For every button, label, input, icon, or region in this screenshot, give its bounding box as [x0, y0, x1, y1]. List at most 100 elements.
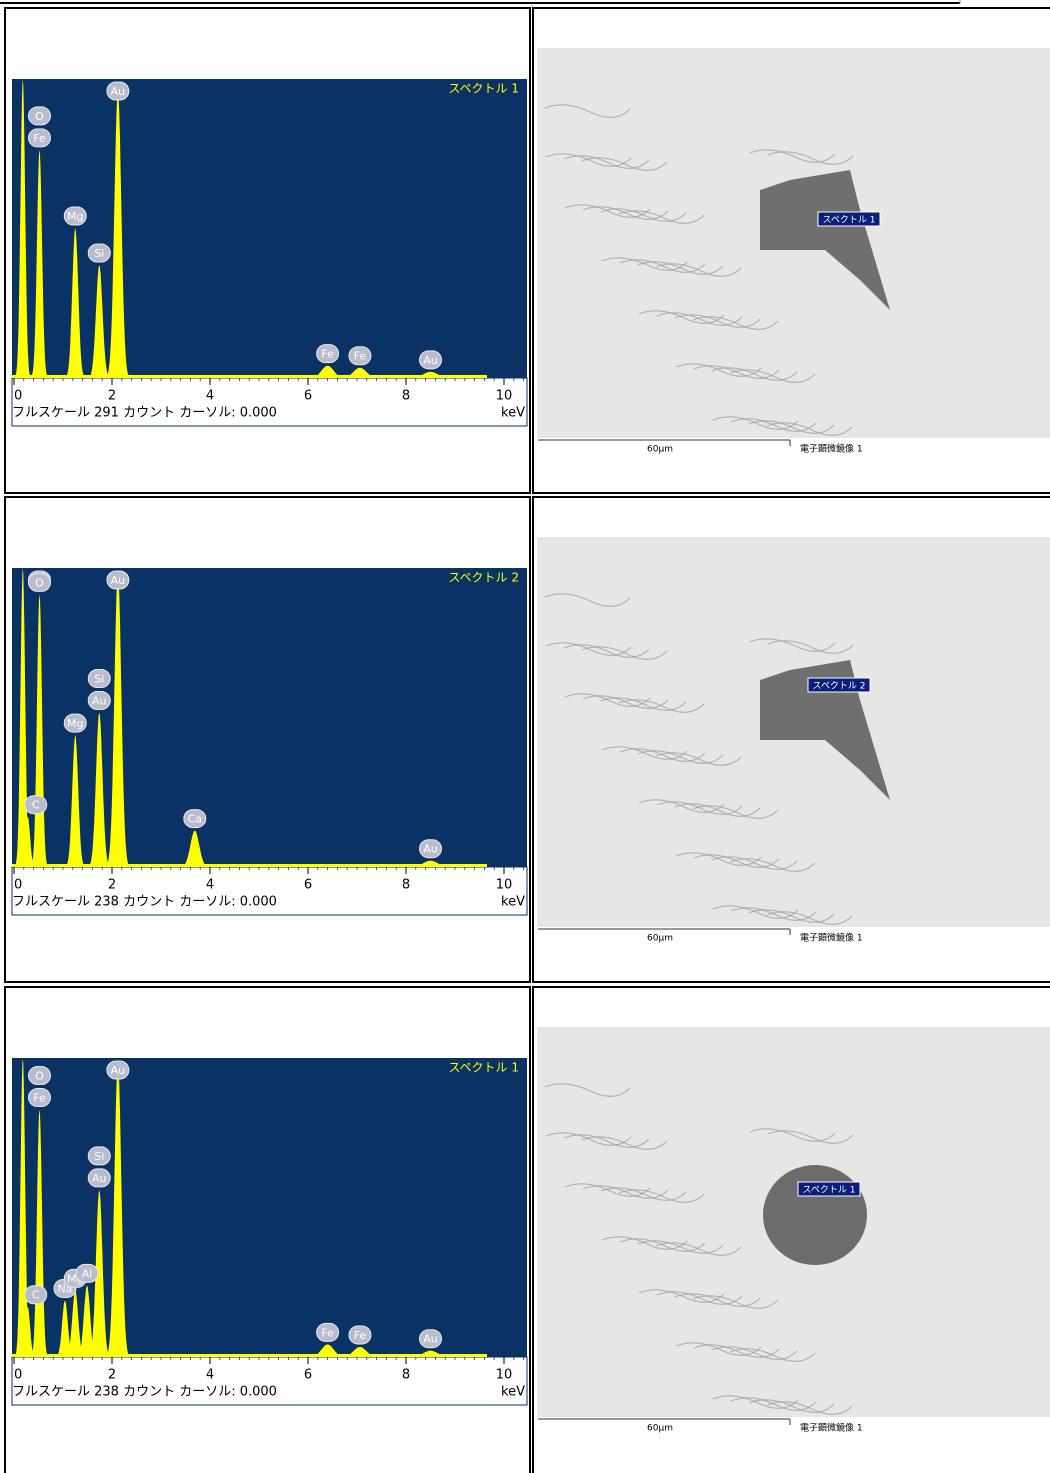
- peak: [53, 1300, 77, 1357]
- peak-label: Au: [92, 1172, 107, 1185]
- peak-label: Au: [423, 1333, 438, 1346]
- image-caption: 電子顕微鏡像 1: [800, 1422, 863, 1434]
- image-cell: [532, 7, 1050, 494]
- spectrum-cell: [4, 986, 531, 1473]
- footer: フルスケール 291 カウント カーソル: 0.000: [12, 406, 277, 421]
- peak: [303, 1344, 352, 1357]
- peak: [104, 571, 132, 867]
- x-tick-label: 4: [206, 389, 214, 404]
- peak-label: Au: [111, 1064, 126, 1077]
- peak: [29, 594, 50, 867]
- peak: [13, 568, 33, 867]
- x-unit: keV: [501, 895, 525, 910]
- image-cell: [532, 496, 1050, 983]
- sem-texture: [545, 642, 632, 656]
- x-tick-label: 4: [206, 878, 214, 893]
- peak-label: Au: [111, 85, 126, 98]
- x-tick-label: 4: [206, 1368, 214, 1383]
- marker-box: [807, 677, 871, 693]
- peak: [86, 265, 113, 378]
- peak: [401, 860, 460, 867]
- sem-texture: [638, 310, 725, 324]
- x-tick-label: 8: [402, 1368, 410, 1383]
- plot-area: [12, 79, 527, 378]
- peak-label-bubble: [419, 839, 442, 859]
- peak: [63, 228, 87, 378]
- peak-label-bubble: [316, 344, 340, 364]
- peak-label-bubble: [106, 81, 130, 101]
- x-tick-label: 2: [108, 878, 116, 893]
- peak: [334, 1346, 386, 1357]
- baseline: [12, 375, 487, 378]
- peak-label-bubble: [63, 713, 87, 733]
- sem-particle: [760, 170, 890, 310]
- marker-label: スペクトル 1: [823, 215, 876, 226]
- peak-label-bubble: [348, 1325, 372, 1345]
- x-tick-label: 2: [108, 1368, 116, 1383]
- peak: [29, 1109, 50, 1357]
- peak-label-bubble: [27, 106, 51, 126]
- peak-label: C: [32, 799, 40, 812]
- peak-label: O: [35, 110, 44, 123]
- sem-texture: [638, 799, 725, 813]
- peak-label: O: [35, 576, 44, 589]
- peak-label-bubble: [24, 1285, 48, 1305]
- x-unit: keV: [501, 406, 525, 421]
- marker-box: [817, 211, 881, 227]
- peak: [18, 816, 38, 867]
- marker-label: スペクトル 2: [813, 681, 866, 692]
- spectrum: [12, 1058, 487, 1357]
- peak-label: Au: [111, 574, 126, 587]
- peak-label-bubble: [24, 795, 48, 815]
- scale-label: 60μm: [647, 1424, 673, 1434]
- x-tick-label: 10: [496, 878, 513, 893]
- x-tick-label: 10: [496, 1368, 513, 1383]
- peak-label: Au: [423, 354, 438, 367]
- peak-label: Fe: [354, 1329, 367, 1342]
- sem-texture: [545, 153, 632, 167]
- x-tick-label: 8: [402, 389, 410, 404]
- peak-label: Si: [94, 672, 104, 685]
- peak: [13, 1058, 33, 1357]
- sem-texture: [564, 204, 651, 218]
- peak-label-bubble: [316, 1322, 340, 1342]
- peak-label: Mg: [67, 717, 83, 730]
- sem-particle: [763, 1165, 867, 1265]
- sem-texture: [749, 1128, 836, 1142]
- peak-label-bubble: [87, 668, 111, 688]
- spectrum: [12, 79, 487, 378]
- peak: [303, 365, 352, 378]
- sem-texture: [544, 1083, 631, 1097]
- peak-label-bubble: [106, 1060, 130, 1080]
- sem-texture: [544, 593, 631, 607]
- peak-label: C: [32, 1289, 40, 1302]
- sem-texture: [749, 638, 836, 652]
- image-cell: [532, 986, 1050, 1473]
- peak: [63, 1290, 87, 1357]
- x-tick-label: 8: [402, 878, 410, 893]
- peak-label-bubble: [27, 1066, 51, 1086]
- peak-label-bubble: [87, 1168, 111, 1188]
- spectrum-cell: [4, 7, 531, 494]
- peak-label-bubble: [106, 570, 130, 590]
- footer: フルスケール 238 カウント カーソル: 0.000: [12, 895, 277, 910]
- peak-label: Au: [92, 694, 107, 707]
- peak-label: Fe: [33, 1092, 46, 1105]
- axis-strip: [11, 1356, 528, 1406]
- peak-label-bubble: [27, 128, 51, 148]
- peak: [74, 1285, 100, 1357]
- plot-area: [12, 568, 527, 867]
- spectrum-cell: [4, 496, 531, 983]
- peak: [401, 1350, 460, 1357]
- x-unit: keV: [501, 1385, 525, 1400]
- peak: [63, 735, 87, 867]
- spectrum-title: スペクトル 2: [448, 571, 519, 585]
- peak-label: Au: [423, 843, 438, 856]
- sem-texture: [675, 852, 762, 866]
- peak-label-bubble: [87, 1146, 111, 1166]
- spectrum-title: スペクトル 1: [448, 82, 519, 96]
- peak-label-bubble: [87, 243, 111, 263]
- peak: [104, 1061, 132, 1357]
- peak-label: Al: [82, 1267, 93, 1280]
